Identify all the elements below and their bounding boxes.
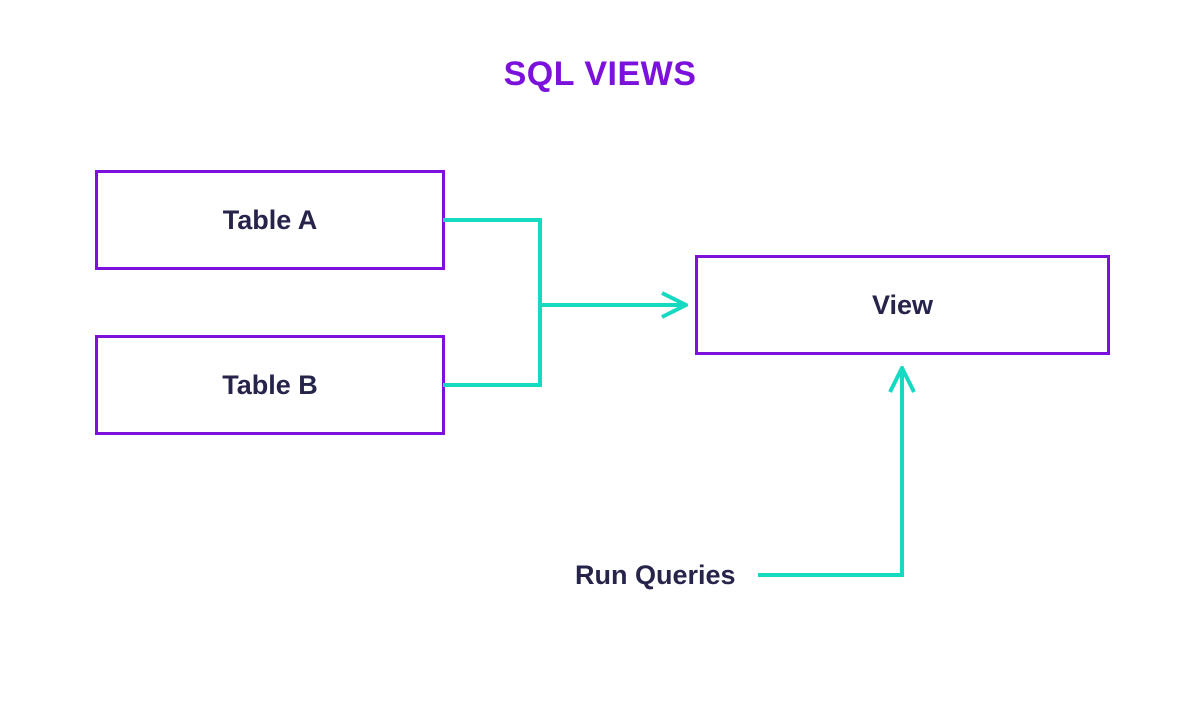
edge-table-b-to-view <box>445 305 540 385</box>
node-table-b: Table B <box>95 335 445 435</box>
node-table-a: Table A <box>95 170 445 270</box>
node-view: View <box>695 255 1110 355</box>
node-table-b-label: Table B <box>222 370 318 401</box>
run-queries-label: Run Queries <box>575 560 736 591</box>
edge-run-queries-to-view <box>760 372 902 575</box>
node-table-a-label: Table A <box>223 205 318 236</box>
diagram-canvas: SQL VIEWS Table A Table B View Run Queri… <box>0 0 1200 725</box>
diagram-title: SQL VIEWS <box>0 55 1200 94</box>
node-view-label: View <box>872 290 933 321</box>
edge-table-a-to-view <box>445 220 540 305</box>
